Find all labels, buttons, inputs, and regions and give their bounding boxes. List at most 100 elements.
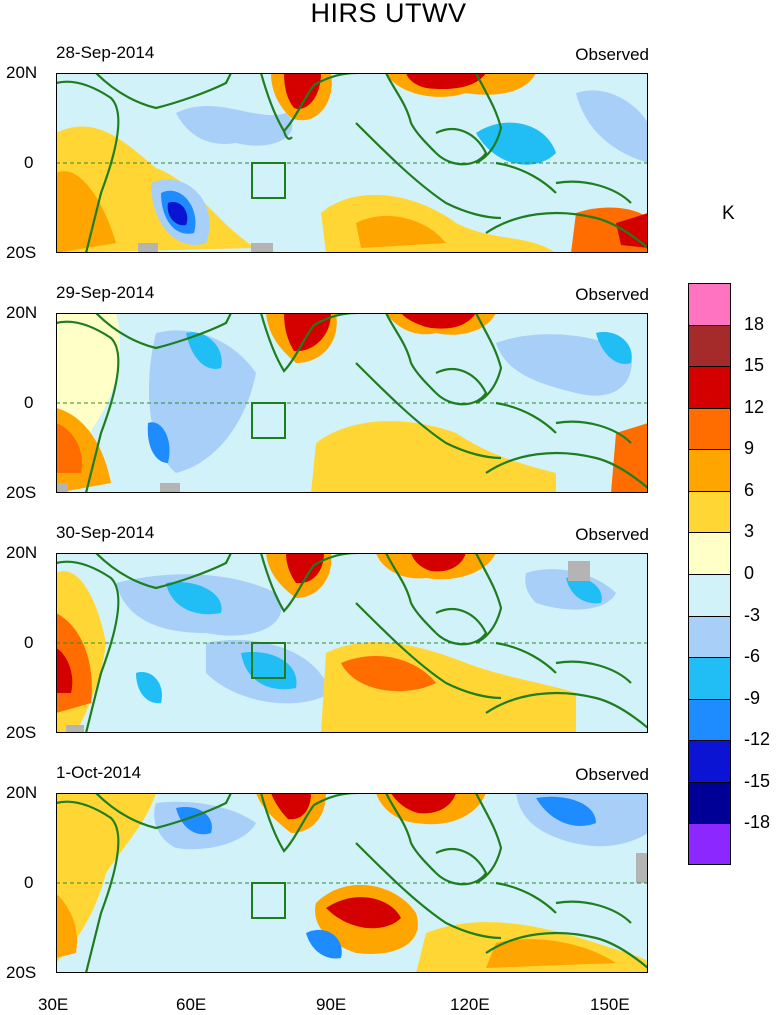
study-region-box <box>251 882 286 919</box>
colorbar-tick-label: 15 <box>744 355 765 376</box>
contour-field <box>56 793 648 973</box>
y-label-20s: 20S <box>6 963 37 982</box>
contour-field <box>56 313 648 493</box>
contour-warm <box>56 171 116 253</box>
colorbar-swatch <box>688 698 731 741</box>
y-label-0: 0 <box>24 153 34 172</box>
colorbar-tick-label: 12 <box>744 396 765 417</box>
colorbar-tick-label: -9 <box>744 687 761 708</box>
y-label-20n: 20N <box>6 303 38 322</box>
missing-data <box>160 483 180 493</box>
colorbar-unit: K <box>722 203 735 224</box>
y-label-0: 0 <box>24 633 34 652</box>
contour-warm <box>411 553 466 572</box>
panel-label: Observed <box>575 525 649 544</box>
colorbar-tick-label: 6 <box>744 479 755 500</box>
map-border <box>56 313 648 493</box>
contour-warm <box>611 423 648 493</box>
panel-date: 28-Sep-2014 <box>56 43 155 62</box>
colorbar-swatch <box>688 740 731 782</box>
colorbar <box>688 283 731 865</box>
contour-cool <box>176 105 293 146</box>
map-panel-2: 29-Sep-2014 Observed <box>0 283 777 523</box>
map-plot <box>56 73 648 253</box>
colorbar-swatch <box>688 324 731 367</box>
contour-cool <box>136 672 162 704</box>
colorbar-tick-label: 18 <box>744 313 765 334</box>
colorbar-tick-label: -3 <box>744 604 761 625</box>
colorbar-swatch <box>688 490 731 533</box>
x-label-90e: 90E <box>316 995 347 1014</box>
study-region-box <box>251 162 286 199</box>
map-border <box>56 553 648 733</box>
contour-warm <box>406 73 486 90</box>
coastlines <box>56 313 648 493</box>
panel-date: 1-Oct-2014 <box>56 763 142 782</box>
contour-field <box>56 553 648 733</box>
missing-data <box>568 561 590 581</box>
contour-cool <box>596 332 632 364</box>
panel-date: 30-Sep-2014 <box>56 523 155 542</box>
y-label-0: 0 <box>24 873 34 892</box>
colorbar-tick-label: 3 <box>744 521 755 542</box>
colorbar-swatch <box>688 532 731 574</box>
missing-data <box>56 483 68 493</box>
panel-label: Observed <box>575 45 649 64</box>
contour-warm <box>56 793 156 963</box>
y-label-20n: 20N <box>6 783 38 802</box>
contour-warm <box>56 423 82 473</box>
y-label-20n: 20N <box>6 543 38 562</box>
panel-label: Observed <box>575 285 649 304</box>
missing-data <box>138 243 158 253</box>
contour-cool <box>476 122 556 165</box>
colorbar-swatch <box>688 781 731 824</box>
x-label-60e: 60E <box>176 995 207 1014</box>
colorbar-swatch <box>688 573 731 616</box>
panel-label: Observed <box>575 765 649 784</box>
map-border <box>56 73 648 253</box>
colorbar-swatch <box>688 407 731 450</box>
coastlines <box>56 553 648 733</box>
contour-field <box>56 73 648 253</box>
map-plot <box>56 553 648 733</box>
contour-cool <box>241 652 297 690</box>
map-panel-3: 30-Sep-2014 Observed <box>0 523 777 763</box>
colorbar-swatch <box>688 615 731 658</box>
contour-warm <box>616 213 648 248</box>
contour-cool <box>166 582 222 615</box>
colorbar-tick-label: 0 <box>744 563 755 583</box>
map-panel-1: 28-Sep-2014 Observed <box>0 43 777 283</box>
coastlines <box>56 793 648 973</box>
colorbar-tick-label: -18 <box>744 812 771 833</box>
contour-warm <box>56 648 73 693</box>
colorbar-swatch <box>688 657 731 699</box>
x-label-150e: 150E <box>590 995 630 1014</box>
colorbar-swatch <box>688 823 731 865</box>
contour-warm <box>486 939 616 968</box>
panel-date: 29-Sep-2014 <box>56 283 155 302</box>
contour-warm <box>341 655 436 692</box>
x-label-30e: 30E <box>38 995 69 1014</box>
contour-warm <box>286 553 324 584</box>
colorbar-swatch <box>688 366 731 408</box>
study-region-box <box>251 642 286 679</box>
map-border <box>56 793 648 973</box>
colorbar-tick-label: -6 <box>744 646 761 667</box>
y-label-20s: 20S <box>6 483 37 502</box>
y-label-0: 0 <box>24 393 34 412</box>
contour-cool <box>167 202 188 226</box>
contour-cool <box>536 796 596 826</box>
x-label-120e: 120E <box>450 995 490 1014</box>
contour-warm <box>326 897 401 929</box>
contour-warm <box>311 421 556 493</box>
contour-cool <box>306 929 342 959</box>
coastlines <box>56 73 648 253</box>
contour-cool <box>576 90 648 163</box>
colorbar-swatch <box>688 449 731 491</box>
colorbar-tick-label: -15 <box>744 770 771 791</box>
missing-data <box>66 725 84 733</box>
contour-cool <box>496 334 632 396</box>
colorbar-tick-label: 9 <box>744 438 755 459</box>
contour-warm <box>284 73 321 109</box>
contour-warm <box>56 893 77 958</box>
